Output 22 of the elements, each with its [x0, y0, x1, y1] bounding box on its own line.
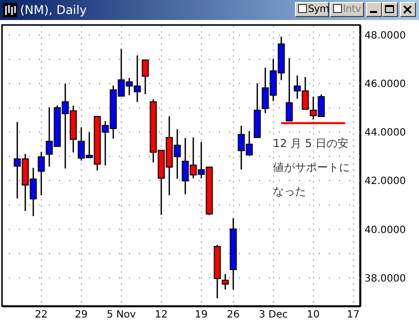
candlestick	[222, 273, 229, 290]
y-tick-label: 48.0000	[364, 30, 406, 42]
candlestick	[286, 57, 293, 122]
y-tick-label: 40.0000	[364, 224, 406, 236]
x-tick-label: 26	[226, 310, 240, 320]
x-tick-label: 22	[34, 310, 48, 320]
x-tick-label: 3 Dec	[258, 310, 288, 320]
candlestick	[142, 59, 149, 95]
y-tick-label: 46.0000	[364, 79, 406, 90]
text: Intv	[343, 4, 361, 15]
x-tick-label: 12	[154, 310, 168, 320]
x-tick-label: 29	[74, 310, 88, 320]
y-tick-label: 38.0000	[364, 273, 406, 284]
y-tick-label: 42.0000	[364, 176, 406, 188]
candlestick	[38, 151, 45, 196]
y-tick-label: 44.0000	[364, 128, 406, 139]
annotation: 12 月 5 日の安値がサポートになった	[273, 137, 350, 198]
x-tick-label: 10	[306, 310, 320, 320]
x-tick-label: 5 Nov	[106, 310, 136, 320]
chart-title: (NM), Daily	[20, 3, 87, 17]
x-tick-label: 17	[346, 310, 360, 320]
x-tick-label: 19	[194, 310, 208, 320]
